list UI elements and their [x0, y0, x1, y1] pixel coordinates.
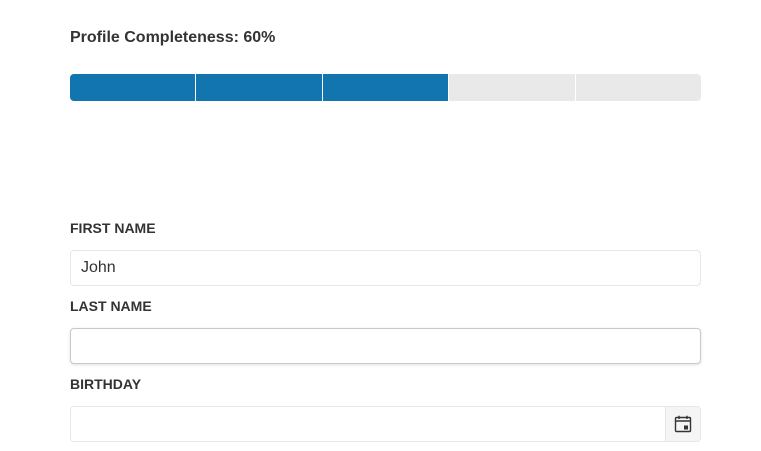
progress-segment [321, 74, 449, 101]
birthday-label: BIRTHDAY [70, 376, 142, 392]
first-name-label: FIRST NAME [70, 220, 156, 236]
calendar-button[interactable] [665, 407, 700, 441]
progress-segment [448, 74, 575, 101]
calendar-icon [674, 415, 692, 433]
progress-segment [574, 74, 701, 101]
profile-completeness-label: Profile Completeness: 60% [70, 29, 276, 46]
progress-segment [195, 74, 322, 101]
profile-completeness-progress-bar [70, 74, 701, 101]
birthday-date-group [70, 406, 701, 442]
first-name-input[interactable] [70, 250, 701, 286]
last-name-input[interactable] [70, 328, 701, 364]
progress-segment [70, 74, 196, 101]
last-name-label: LAST NAME [70, 298, 152, 314]
birthday-input[interactable] [71, 407, 665, 441]
